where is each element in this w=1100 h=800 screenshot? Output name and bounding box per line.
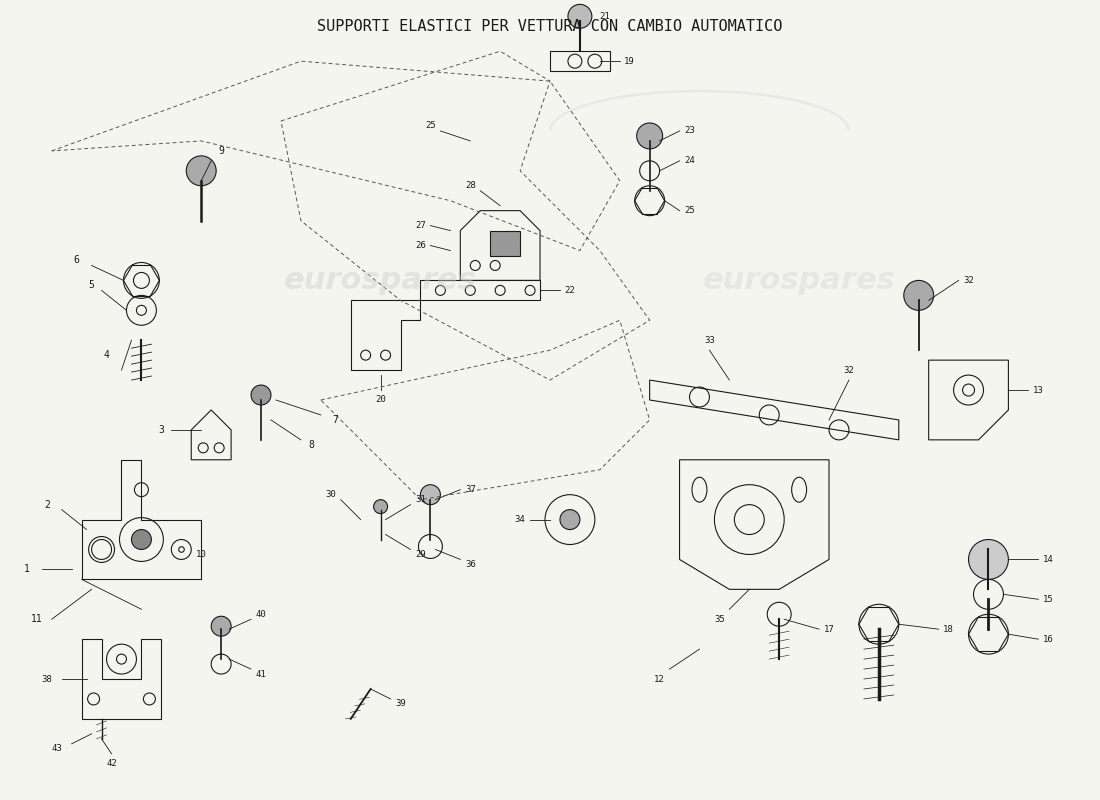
Text: 5: 5 bbox=[89, 280, 95, 290]
Text: 25: 25 bbox=[425, 122, 436, 130]
Text: 39: 39 bbox=[395, 699, 406, 709]
Text: 36: 36 bbox=[465, 560, 475, 569]
Text: 17: 17 bbox=[824, 625, 835, 634]
Text: 28: 28 bbox=[465, 182, 475, 190]
Text: 6: 6 bbox=[74, 255, 79, 266]
Text: 25: 25 bbox=[684, 206, 695, 215]
Circle shape bbox=[904, 281, 934, 310]
Text: 9: 9 bbox=[218, 146, 224, 156]
Circle shape bbox=[374, 500, 387, 514]
Circle shape bbox=[132, 530, 152, 550]
Text: 32: 32 bbox=[844, 366, 855, 374]
Text: 15: 15 bbox=[1043, 595, 1054, 604]
Text: 35: 35 bbox=[714, 614, 725, 624]
Text: 40: 40 bbox=[255, 610, 266, 618]
Text: 18: 18 bbox=[943, 625, 954, 634]
Text: eurospares: eurospares bbox=[703, 266, 895, 295]
Text: 8: 8 bbox=[308, 440, 314, 450]
Text: 27: 27 bbox=[415, 221, 426, 230]
Text: 1: 1 bbox=[24, 565, 30, 574]
Circle shape bbox=[560, 510, 580, 530]
Text: 10: 10 bbox=[196, 550, 207, 559]
Circle shape bbox=[211, 616, 231, 636]
Text: 24: 24 bbox=[684, 156, 695, 166]
Circle shape bbox=[968, 539, 1009, 579]
Circle shape bbox=[186, 156, 217, 186]
Text: 30: 30 bbox=[326, 490, 337, 499]
Text: 11: 11 bbox=[31, 614, 43, 624]
Circle shape bbox=[637, 123, 662, 149]
Circle shape bbox=[568, 4, 592, 28]
Text: 38: 38 bbox=[42, 674, 52, 683]
Text: 21: 21 bbox=[600, 12, 610, 21]
Text: 42: 42 bbox=[107, 759, 117, 768]
Text: 26: 26 bbox=[415, 241, 426, 250]
Circle shape bbox=[420, 485, 440, 505]
Text: 3: 3 bbox=[158, 425, 164, 435]
Text: 2: 2 bbox=[44, 500, 50, 510]
Text: 13: 13 bbox=[1033, 386, 1044, 394]
Text: 23: 23 bbox=[684, 126, 695, 135]
Text: 37: 37 bbox=[465, 485, 475, 494]
Text: 19: 19 bbox=[625, 57, 635, 66]
Text: 29: 29 bbox=[415, 550, 426, 559]
Text: 7: 7 bbox=[333, 415, 339, 425]
Text: 20: 20 bbox=[375, 395, 386, 405]
Text: 14: 14 bbox=[1043, 555, 1054, 564]
Bar bbox=[491, 230, 520, 255]
Text: 22: 22 bbox=[564, 286, 575, 295]
Text: 31: 31 bbox=[415, 495, 426, 504]
Text: 12: 12 bbox=[654, 674, 666, 683]
Text: 33: 33 bbox=[704, 336, 715, 345]
Text: 32: 32 bbox=[964, 276, 974, 285]
Text: 43: 43 bbox=[52, 744, 62, 754]
Text: 4: 4 bbox=[103, 350, 110, 360]
Text: SUPPORTI ELASTICI PER VETTURA CON CAMBIO AUTOMATICO: SUPPORTI ELASTICI PER VETTURA CON CAMBIO… bbox=[317, 19, 783, 34]
Text: 34: 34 bbox=[515, 515, 526, 524]
Circle shape bbox=[251, 385, 271, 405]
Text: eurospares: eurospares bbox=[284, 266, 477, 295]
Text: 16: 16 bbox=[1043, 634, 1054, 644]
Text: 41: 41 bbox=[255, 670, 266, 678]
